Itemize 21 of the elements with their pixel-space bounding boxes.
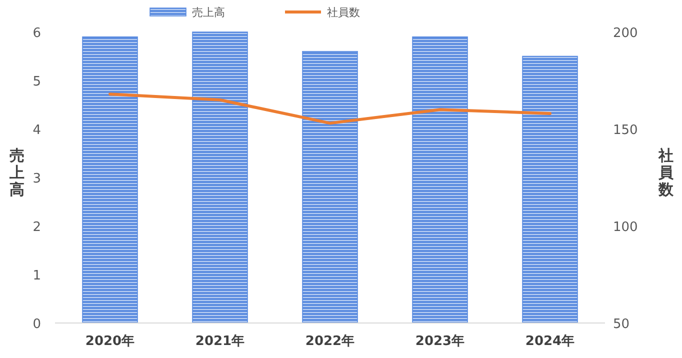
y-tick-label: 5 [32, 74, 41, 90]
y-tick-label: 1 [32, 268, 41, 284]
x-tick-label: 2020年 [85, 334, 135, 349]
x-tick-label: 2023年 [415, 334, 465, 349]
x-tick-label: 2024年 [525, 334, 575, 349]
y2-tick-label: 50 [613, 317, 630, 332]
line-series [108, 92, 552, 125]
y-tick-label: 2 [32, 220, 41, 235]
y-tick-label: 3 [32, 172, 41, 186]
y2-tick-label: 200 [613, 26, 638, 41]
legend-label: 社員数 [327, 6, 360, 19]
legend-label: 売上高 [192, 6, 225, 19]
y-axis-title: 売上高 [8, 146, 24, 198]
y-tick-label: 6 [32, 26, 41, 41]
y-tick-label: 0 [32, 317, 41, 332]
x-tick-label: 2021年 [195, 334, 245, 349]
x-tick-label: 2022年 [305, 334, 355, 349]
y2-tick-label: 100 [613, 220, 638, 235]
y2-axis-title: 社員数 [658, 146, 674, 198]
y-tick-label: 4 [32, 123, 41, 138]
y2-tick-label: 150 [613, 123, 638, 138]
